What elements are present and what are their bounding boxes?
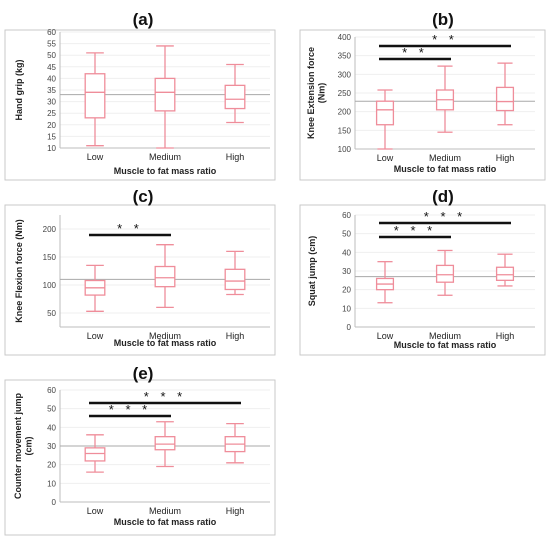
panel-title-b: (b) [432, 10, 454, 29]
significance-label: * * * [424, 209, 466, 224]
significance-label: * * [117, 221, 143, 236]
y-tick-label: 50 [47, 405, 56, 414]
box-high [495, 266, 515, 281]
y-tick-label: 150 [338, 126, 352, 135]
x-category-label: Medium [149, 152, 181, 162]
panel-title-c: (c) [133, 187, 154, 206]
x-category-label: High [226, 506, 245, 516]
box-high [495, 86, 515, 112]
y-tick-label: 100 [338, 145, 352, 154]
y-tick-label: 10 [47, 479, 56, 488]
y-axis-title: Knee Flexion force (Nm) [14, 219, 24, 323]
box-high [224, 84, 246, 110]
y-tick-label: 25 [47, 109, 56, 118]
y-tick-label: 200 [43, 225, 57, 234]
y-axis-title-line: (cm) [23, 436, 33, 455]
y-tick-label: 400 [338, 33, 352, 42]
x-category-label: Low [87, 506, 104, 516]
y-tick-label: 20 [47, 461, 56, 470]
x-category-label: High [226, 331, 245, 341]
x-category-label: Medium [149, 331, 181, 341]
y-tick-label: 40 [47, 74, 56, 83]
x-category-label: High [226, 152, 245, 162]
y-tick-label: 60 [47, 386, 56, 395]
x-axis-title: Muscle to fat mass ratio [114, 338, 217, 348]
box-low [84, 73, 106, 119]
box-low [84, 447, 106, 462]
y-tick-label: 0 [347, 323, 352, 332]
x-category-label: High [496, 153, 515, 163]
y-axis-title-line: (Nm) [316, 83, 326, 104]
x-axis-title: Muscle to fat mass ratio [394, 164, 497, 174]
y-tick-label: 55 [47, 40, 56, 49]
y-tick-label: 30 [47, 442, 56, 451]
y-axis-title-line: Counter movement jump [13, 392, 23, 499]
y-tick-label: 40 [47, 423, 56, 432]
y-tick-label: 200 [338, 108, 352, 117]
panel-title-a: (a) [133, 10, 154, 29]
y-tick-label: 60 [342, 211, 351, 220]
y-tick-label: 20 [47, 121, 56, 130]
x-category-label: Low [377, 331, 394, 341]
x-category-label: Low [377, 153, 394, 163]
box-medium [154, 77, 176, 112]
y-tick-label: 50 [342, 230, 351, 239]
y-tick-label: 40 [342, 248, 351, 257]
y-tick-label: 350 [338, 52, 352, 61]
y-tick-label: 35 [47, 86, 56, 95]
panel-title-d: (d) [432, 187, 454, 206]
x-category-label: Medium [429, 331, 461, 341]
y-tick-label: 300 [338, 70, 352, 79]
y-tick-label: 20 [342, 286, 351, 295]
y-tick-label: 0 [52, 498, 57, 507]
panel-title-e: (e) [133, 364, 154, 383]
y-tick-label: 10 [342, 304, 351, 313]
y-tick-label: 30 [342, 267, 351, 276]
x-category-label: High [496, 331, 515, 341]
x-category-label: Low [87, 152, 104, 162]
box-low [375, 100, 395, 126]
y-tick-label: 15 [47, 132, 56, 141]
significance-label: * * * [144, 389, 186, 404]
x-axis-title: Muscle to fat mass ratio [394, 340, 497, 350]
x-axis-title: Muscle to fat mass ratio [114, 517, 217, 527]
significance-label: * * * [394, 223, 436, 238]
x-category-label: Medium [149, 506, 181, 516]
y-tick-label: 50 [47, 309, 56, 318]
y-axis-title-line: Knee Extension force [306, 47, 316, 139]
x-axis-title: Muscle to fat mass ratio [114, 166, 217, 176]
y-tick-label: 50 [47, 51, 56, 60]
y-axis-title: Hand grip (kg) [14, 60, 24, 121]
box-medium [154, 436, 176, 451]
y-tick-label: 45 [47, 63, 56, 72]
y-tick-label: 150 [43, 253, 57, 262]
y-tick-label: 10 [47, 144, 56, 153]
y-tick-label: 30 [47, 98, 56, 107]
box-medium [154, 265, 176, 288]
panel-frame-e [4, 379, 276, 536]
y-axis-title: Knee Extension force(Nm) [306, 47, 326, 139]
box-high [224, 268, 246, 291]
x-category-label: Low [87, 331, 104, 341]
y-axis-title: Counter movement jump(cm) [13, 392, 33, 499]
y-tick-label: 60 [47, 28, 56, 37]
significance-label: * * [402, 45, 428, 60]
y-tick-label: 100 [43, 281, 57, 290]
significance-label: * * [432, 32, 458, 47]
y-axis-title: Squat jump (cm) [307, 236, 317, 307]
x-category-label: Medium [429, 153, 461, 163]
box-medium [435, 264, 455, 283]
y-tick-label: 250 [338, 89, 352, 98]
significance-label: * * * [109, 402, 151, 417]
